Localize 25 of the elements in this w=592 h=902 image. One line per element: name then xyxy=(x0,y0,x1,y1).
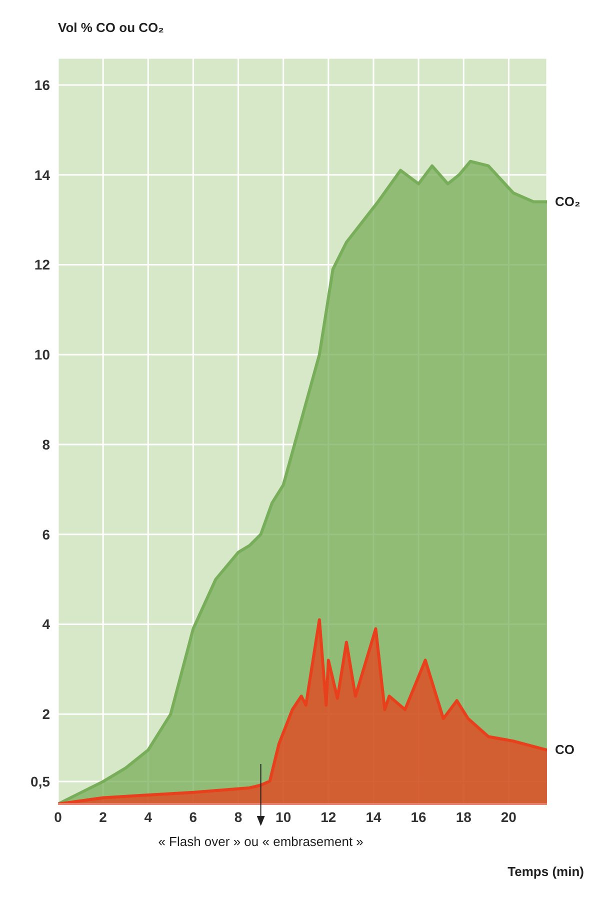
series-label: CO xyxy=(555,742,574,758)
y-tick-label: 12 xyxy=(34,256,50,273)
x-tick-label: 2 xyxy=(99,808,108,825)
x-tick-label: 18 xyxy=(456,808,472,825)
x-tick-label: 4 xyxy=(144,808,152,825)
y-axis-title: Vol % CO ou CO₂ xyxy=(58,20,164,35)
x-axis-title: Temps (min) xyxy=(508,864,584,879)
x-tick-label: 6 xyxy=(189,808,198,825)
x-tick-label: 0 xyxy=(54,808,62,825)
series-label: CO₂ xyxy=(555,194,580,209)
y-tick-label: 6 xyxy=(42,526,50,542)
y-tick-label: 10 xyxy=(34,346,50,363)
x-tick-label: 8 xyxy=(234,808,242,825)
ref-line-label: « Flash over » ou « embrasement » xyxy=(158,834,364,849)
x-tick-label: 10 xyxy=(276,808,292,825)
x-tick-label: 12 xyxy=(320,808,336,825)
y-tick-label: 2 xyxy=(42,706,50,722)
x-tick-label: 16 xyxy=(410,808,427,825)
x-tick-label: 14 xyxy=(366,808,382,825)
y-tick-label: 16 xyxy=(34,76,50,93)
y-tick-label: 14 xyxy=(34,166,50,183)
y-tick-label: 0,5 xyxy=(30,774,50,790)
x-tick-label: 20 xyxy=(500,808,517,825)
y-tick-label: 8 xyxy=(42,436,50,452)
y-tick-label: 4 xyxy=(42,616,50,632)
